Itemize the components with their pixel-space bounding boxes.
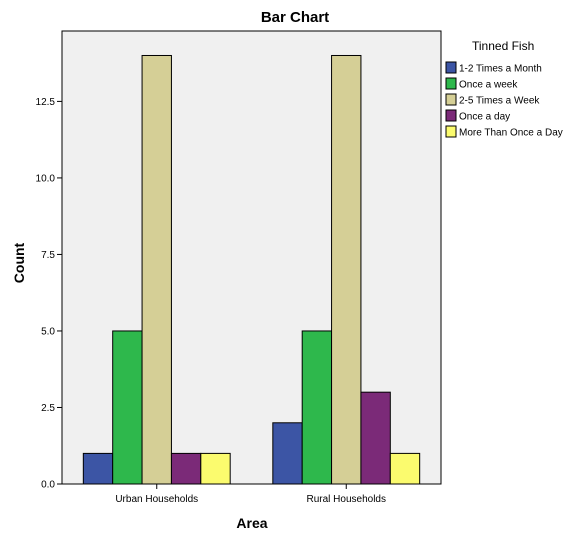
y-tick-label: 7.5 [41, 250, 55, 261]
x-axis: Urban Households Rural Households [115, 484, 386, 505]
legend-label: Once a day [459, 112, 510, 123]
chart-title: Bar Chart [261, 9, 329, 26]
bar [389, 452, 421, 485]
legend-items: 1-2 Times a Month Once a week 2-5 Times a … [445, 61, 563, 139]
legend-label: More Than Once a Day [459, 128, 563, 139]
bar [331, 54, 362, 485]
legend-swatch [445, 77, 457, 90]
bar [301, 330, 333, 485]
legend-label: 2-5 Times a Week [459, 96, 540, 107]
bar [112, 330, 143, 485]
y-tick-label: 5.0 [41, 326, 55, 337]
bars [82, 54, 421, 485]
legend-title: Tinned Fish [472, 39, 534, 53]
bar [82, 452, 114, 485]
y-tick-label: 10.0 [36, 173, 56, 184]
bar [272, 422, 303, 485]
x-axis-label: Area [236, 515, 267, 531]
legend-swatch [445, 93, 457, 106]
legend-swatch [445, 125, 457, 138]
y-axis: 0.0 2.5 5.0 7.5 10.0 12.5 [36, 97, 62, 491]
bar [170, 452, 202, 485]
y-tick-label: 12.5 [36, 97, 56, 108]
x-tick-label: Rural Households [307, 494, 387, 505]
legend-label: 1-2 Times a Month [459, 64, 542, 75]
bar [200, 452, 231, 485]
bar [360, 391, 391, 485]
x-tick-label: Urban Households [115, 494, 198, 505]
y-tick-label: 2.5 [41, 403, 55, 414]
y-tick-label: 0.0 [41, 480, 55, 491]
legend-swatch [445, 61, 457, 74]
bar [141, 54, 172, 485]
legend-swatch [445, 109, 457, 122]
y-axis-label: Count [11, 242, 27, 283]
legend-label: Once a week [459, 80, 518, 91]
legend: Tinned Fish 1-2 Times a Month Once a week… [445, 39, 563, 139]
